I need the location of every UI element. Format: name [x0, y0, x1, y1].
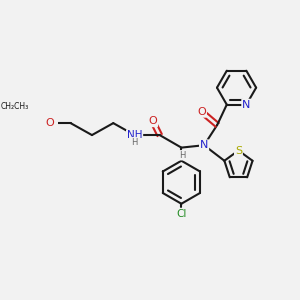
- Text: N: N: [242, 100, 250, 110]
- Text: H: H: [179, 151, 186, 160]
- Text: S: S: [235, 146, 242, 155]
- Text: O: O: [45, 118, 54, 128]
- Text: O: O: [148, 116, 157, 126]
- Text: N: N: [200, 140, 208, 150]
- Text: CH₂CH₃: CH₂CH₃: [1, 102, 29, 111]
- Text: H: H: [131, 138, 138, 147]
- Text: O: O: [197, 107, 206, 117]
- Text: Cl: Cl: [176, 209, 187, 219]
- Text: NH: NH: [127, 130, 142, 140]
